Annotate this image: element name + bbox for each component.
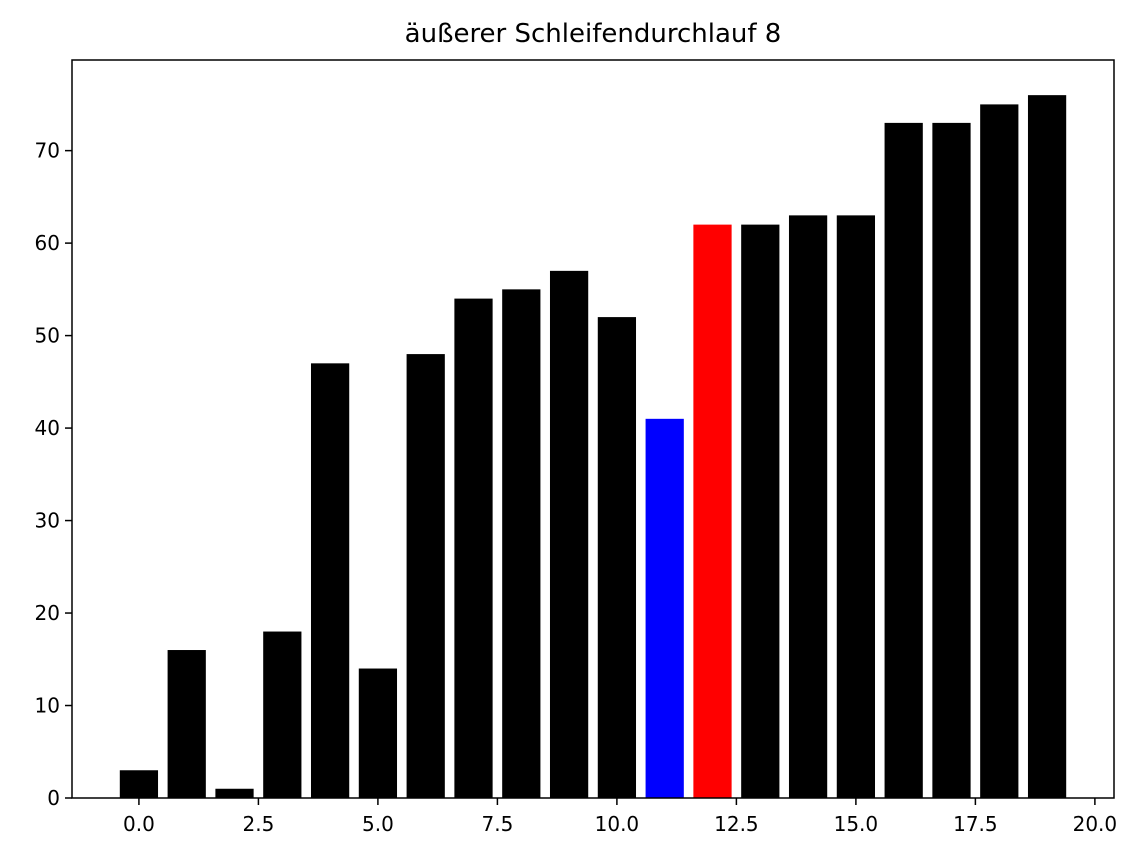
x-tick-label: 7.5 bbox=[481, 812, 513, 836]
bar-19 bbox=[1027, 95, 1067, 798]
bar-3 bbox=[263, 631, 302, 798]
x-tick-label: 17.5 bbox=[953, 812, 998, 836]
x-tick-label: 5.0 bbox=[362, 812, 394, 836]
bar-14 bbox=[788, 215, 828, 799]
y-tick-label: 70 bbox=[35, 139, 60, 163]
y-tick-label: 50 bbox=[35, 324, 60, 348]
bar-1 bbox=[167, 650, 206, 798]
bar-8 bbox=[502, 289, 541, 798]
bar-16 bbox=[884, 122, 923, 799]
bar-11 bbox=[645, 418, 684, 798]
bar-0 bbox=[119, 770, 159, 798]
x-tick-label: 15.0 bbox=[834, 812, 879, 836]
x-axis: 0.0 2.5 5.0 7.5 10.0 12.5 15.0 17.5 20.0 bbox=[123, 798, 1117, 836]
bar-4 bbox=[310, 363, 350, 798]
x-tick-label: 20.0 bbox=[1073, 812, 1118, 836]
chart-title: äußerer Schleifendurchlauf 8 bbox=[405, 19, 782, 49]
x-tick-label: 2.5 bbox=[243, 812, 275, 836]
bar-9 bbox=[549, 270, 589, 798]
bar-17 bbox=[932, 122, 971, 799]
bar-13 bbox=[741, 224, 780, 798]
y-tick-label: 30 bbox=[35, 509, 60, 533]
y-tick-label: 40 bbox=[35, 416, 60, 440]
bar-7 bbox=[454, 298, 493, 798]
y-tick-label: 20 bbox=[35, 601, 60, 625]
y-tick-label: 0 bbox=[47, 786, 60, 810]
bars-group bbox=[119, 95, 1067, 799]
bar-15 bbox=[836, 215, 876, 799]
bar-6 bbox=[406, 354, 445, 798]
y-tick-label: 10 bbox=[35, 694, 60, 718]
bar-2 bbox=[215, 788, 254, 798]
bar-12 bbox=[693, 224, 732, 798]
x-tick-label: 12.5 bbox=[714, 812, 759, 836]
plot-frame bbox=[71, 59, 1115, 799]
bar-10 bbox=[597, 317, 637, 798]
y-tick-label: 60 bbox=[35, 231, 60, 255]
x-tick-label: 0.0 bbox=[123, 812, 155, 836]
x-tick-label: 10.0 bbox=[595, 812, 640, 836]
y-axis: 0 10 20 30 40 50 60 70 bbox=[35, 139, 72, 810]
bar-5 bbox=[358, 668, 398, 798]
bar-18 bbox=[980, 104, 1019, 798]
